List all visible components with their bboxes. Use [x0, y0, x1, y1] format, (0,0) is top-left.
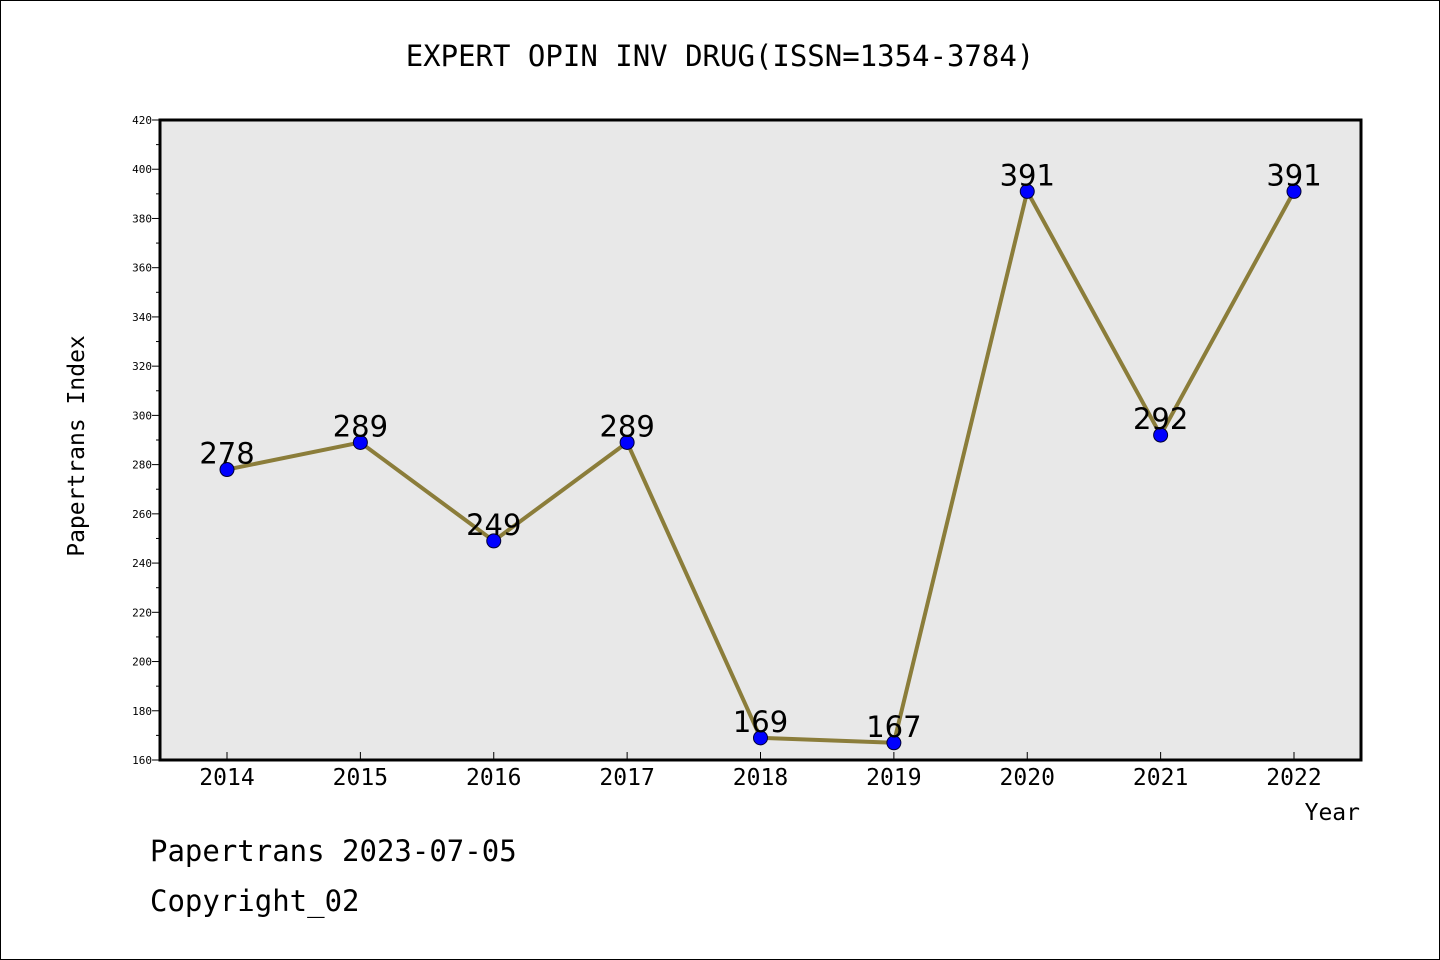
- x-tick-label: 2021: [1133, 765, 1188, 791]
- data-point: [886, 735, 902, 751]
- data-label: 391: [1000, 158, 1055, 192]
- x-tick-label: 2015: [333, 765, 388, 791]
- y-axis-label: Papertrans Index: [64, 335, 90, 557]
- data-label: 391: [1266, 158, 1321, 192]
- y-tick-label: 320: [132, 360, 152, 373]
- data-label: 169: [733, 705, 788, 739]
- y-tick-label: 420: [132, 114, 152, 127]
- x-tick-label: 2018: [733, 765, 788, 791]
- y-tick-label: 400: [132, 163, 152, 176]
- x-axis-label: Year: [1305, 800, 1360, 826]
- x-tick-label: 2019: [866, 765, 921, 791]
- data-label: 289: [599, 409, 654, 443]
- data-point: [219, 462, 235, 478]
- footer-copyright: Copyright_02: [150, 884, 360, 918]
- y-tick-label: 180: [132, 705, 152, 718]
- x-tick-label: 2017: [599, 765, 654, 791]
- data-point: [619, 434, 635, 450]
- x-axis: 2014 2015 2016 2017 2018 2019 2020 2021 2022: [199, 752, 1322, 791]
- data-label: 167: [866, 710, 921, 744]
- series-line-group: [219, 183, 1302, 751]
- chart-title: EXPERT OPIN INV DRUG(ISSN=1354-3784): [406, 39, 1035, 73]
- y-tick-label: 380: [132, 212, 152, 225]
- data-point: [352, 434, 368, 450]
- y-tick-label: 260: [132, 508, 152, 521]
- data-label: 278: [199, 437, 254, 471]
- y-tick-label: 340: [132, 311, 152, 324]
- y-tick-label: 160: [132, 754, 152, 767]
- y-tick-label: 300: [132, 409, 152, 422]
- y-tick-label: 200: [132, 656, 152, 669]
- x-tick-label: 2014: [199, 765, 254, 791]
- data-point: [1153, 427, 1169, 443]
- data-labels-group: 278 289 249 289 169 167 391 292 391: [199, 158, 1321, 743]
- y-tick-label: 240: [132, 557, 152, 570]
- y-tick-label: 280: [132, 459, 152, 472]
- x-tick-label: 2022: [1266, 765, 1321, 791]
- y-tick-label: 220: [132, 606, 152, 619]
- data-point: [486, 533, 502, 549]
- y-tick-label: 360: [132, 262, 152, 275]
- y-axis: 160 180 200 220 240 260 280 300 320 340 360 380 400 4…: [132, 114, 160, 767]
- data-point: [1019, 183, 1035, 199]
- data-point: [1286, 183, 1302, 199]
- data-point: [753, 730, 768, 746]
- data-label: 289: [333, 409, 388, 443]
- footer-date: Papertrans 2023-07-05: [150, 834, 517, 868]
- data-label: 292: [1133, 402, 1188, 436]
- data-label: 249: [466, 508, 521, 542]
- x-tick-label: 2016: [466, 765, 521, 791]
- x-tick-label: 2020: [1000, 765, 1055, 791]
